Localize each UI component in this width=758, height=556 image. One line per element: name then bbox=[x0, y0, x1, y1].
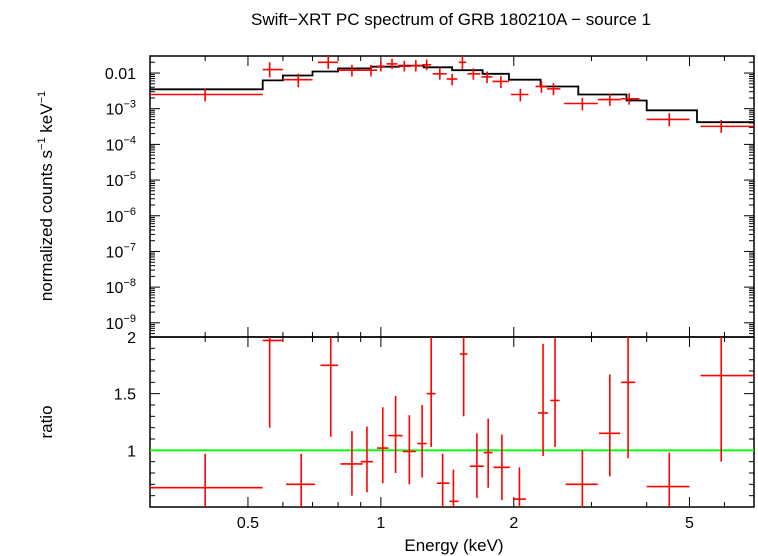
spectrum-data-point bbox=[458, 56, 467, 69]
ratio-data-point bbox=[565, 450, 598, 507]
y-tick-label: 10−6 bbox=[106, 206, 136, 226]
spectrum-data-point bbox=[492, 76, 509, 89]
x-axis-label: Energy (keV) bbox=[404, 536, 503, 555]
spectrum-data-point bbox=[364, 64, 377, 77]
ratio-data-point bbox=[483, 418, 493, 488]
spectrum-data-point bbox=[150, 88, 263, 102]
spectrum-data-point bbox=[535, 80, 548, 93]
spectrum-data-point bbox=[282, 73, 313, 88]
spectrum-panel: 0.01 10−3 10−4 10−5 10−6 10−7 10−8 10−9 bbox=[105, 55, 755, 338]
ratio-data-point bbox=[426, 337, 436, 447]
spectrum-data-point bbox=[422, 59, 432, 71]
ratio-frame bbox=[149, 336, 755, 508]
ratio-data-point bbox=[599, 374, 620, 477]
y-tick-label: 10−5 bbox=[106, 170, 136, 190]
ratio-data-point bbox=[550, 338, 560, 447]
y-tick-label: 0.01 bbox=[105, 66, 136, 83]
spectrum-data-point bbox=[467, 68, 481, 80]
ratio-data-point bbox=[286, 453, 316, 507]
ratio-data-point bbox=[449, 469, 459, 507]
ratio-data-point bbox=[436, 453, 450, 507]
ratio-data-point bbox=[493, 434, 510, 501]
ratio-data-point bbox=[417, 405, 427, 478]
y-tick-label: 10−4 bbox=[106, 134, 136, 154]
spectrum-data-point bbox=[317, 56, 339, 69]
y-tick-label: 1 bbox=[127, 443, 136, 460]
spectrum-data-point bbox=[446, 73, 458, 86]
ratio-data-point bbox=[646, 452, 690, 507]
ratio-data-point bbox=[512, 467, 526, 507]
x-tick-label: 2 bbox=[509, 515, 518, 532]
spectrum-data-point bbox=[432, 68, 447, 80]
ratio-data-point bbox=[469, 433, 484, 498]
ratio-data-point bbox=[360, 426, 374, 493]
spectrum-data-point bbox=[564, 97, 598, 111]
spectrum-data-point bbox=[410, 60, 423, 72]
y-axis-label-top: normalized counts s−1 keV−1 bbox=[36, 91, 56, 301]
ratio-data-point bbox=[700, 337, 754, 462]
y-tick-label: 10−9 bbox=[106, 313, 136, 333]
spectrum-data-point bbox=[386, 58, 398, 69]
y-tick-label: 10−7 bbox=[106, 241, 136, 261]
ratio-data-point bbox=[320, 337, 339, 437]
ratio-data-point bbox=[402, 415, 416, 485]
ratio-data-point bbox=[621, 337, 636, 459]
ratio-panel: 0.5 1 2 5 1 1.5 2 bbox=[114, 330, 755, 532]
x-tick-label: 5 bbox=[685, 515, 694, 532]
spectrum-data-point bbox=[621, 93, 640, 105]
spectrum-data-point bbox=[597, 93, 622, 106]
y-axis-label-bottom: ratio bbox=[37, 405, 56, 438]
y-tick-label: 2 bbox=[127, 330, 136, 347]
spectrum-data-point bbox=[376, 60, 385, 72]
ratio-data-point bbox=[538, 343, 548, 456]
ratio-data-point bbox=[376, 407, 389, 484]
x-tick-label: 1 bbox=[376, 515, 385, 532]
spectrum-data-point bbox=[481, 71, 493, 84]
y-tick-label: 10−8 bbox=[106, 277, 136, 297]
spectrum-data-point bbox=[547, 83, 561, 96]
spectrum-data-point bbox=[262, 62, 283, 78]
ratio-data-point bbox=[459, 337, 468, 417]
spectrum-data-point bbox=[338, 64, 365, 77]
ratio-data-point bbox=[262, 337, 283, 428]
spectrum-data-point bbox=[646, 113, 690, 127]
ratio-data-point bbox=[388, 395, 403, 473]
spectrum-data-point bbox=[510, 88, 529, 102]
spectrum-data-point bbox=[700, 120, 754, 133]
chart-title: Swift−XRT PC spectrum of GRB 180210A − s… bbox=[251, 10, 651, 29]
x-tick-label: 0.5 bbox=[237, 515, 259, 532]
ratio-data-point bbox=[150, 453, 263, 507]
y-tick-label: 10−3 bbox=[106, 99, 136, 119]
y-tick-label: 1.5 bbox=[114, 387, 136, 404]
ratio-data-point bbox=[340, 431, 363, 496]
spectrum-data-point bbox=[397, 60, 411, 72]
